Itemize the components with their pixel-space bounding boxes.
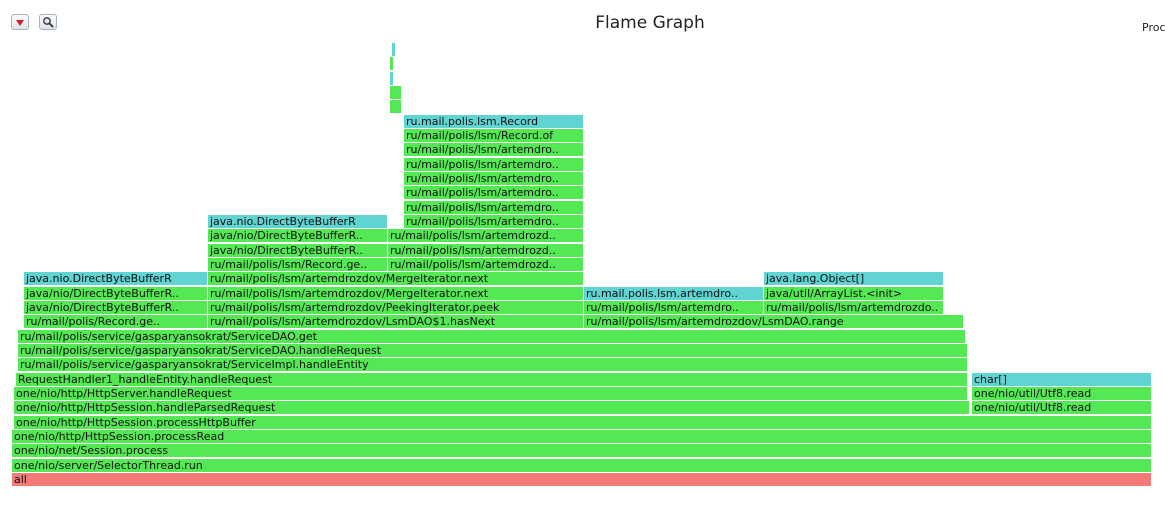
chart-title: Flame Graph (595, 13, 705, 33)
flame-frame[interactable]: one/nio/http/HttpServer.handleRequest (14, 387, 968, 401)
flame-frame[interactable]: java.nio.DirectByteBufferR (208, 215, 388, 229)
flame-frame[interactable]: RequestHandler1_handleEntity.handleReque… (16, 372, 968, 386)
flame-frame[interactable]: ru/mail/polis/lsm/artemdrozdov/MergeIter… (208, 286, 584, 300)
flame-frame[interactable] (392, 43, 396, 57)
flame-frame[interactable]: ru/mail/polis/lsm/artemdrozdo.. (764, 301, 944, 315)
flame-frame[interactable]: ru/mail/polis/lsm/Record.of (404, 129, 584, 143)
flame-frame[interactable]: ru/mail/polis/lsm/artemdrozdov/LsmDAO.ra… (584, 315, 964, 329)
flame-frame[interactable]: all (12, 473, 1152, 486)
flame-frame[interactable]: one/nio/http/HttpSession.processHttpBuff… (14, 415, 1152, 429)
flame-frame[interactable]: ru/mail/polis/lsm/artemdrozd.. (388, 258, 584, 272)
triangle-down-icon (16, 19, 24, 26)
flame-frame[interactable]: ru.mail.polis.lsm.Record (404, 114, 584, 128)
flame-frame[interactable]: ru/mail/polis/lsm/Record.ge.. (208, 258, 388, 272)
flame-frame[interactable]: ru/mail/polis/lsm/artemdrozdov/PeekingIt… (208, 301, 584, 315)
flame-frame[interactable]: java/nio/DirectByteBufferR.. (24, 301, 208, 315)
flame-frame[interactable] (390, 100, 402, 114)
flame-frame[interactable]: ru/mail/polis/Record.ge.. (24, 315, 208, 329)
flame-frame[interactable]: ru/mail/polis/lsm/artemdro.. (404, 186, 584, 200)
flame-frame[interactable]: char[] (972, 372, 1152, 386)
flame-frame[interactable]: ru/mail/polis/lsm/artemdro.. (404, 200, 584, 214)
flame-frame[interactable]: java/nio/DirectByteBufferR.. (208, 229, 388, 243)
flame-frame[interactable]: ru/mail/polis/lsm/artemdrozdov/MergeIter… (208, 272, 584, 286)
flame-frame[interactable]: ru/mail/polis/lsm/artemdro.. (404, 143, 584, 157)
flame-frame[interactable] (390, 86, 402, 100)
status-text: Proc (1142, 21, 1166, 34)
flame-frame[interactable]: ru/mail/polis/lsm/artemdro.. (404, 157, 584, 171)
flame-frame[interactable]: java.lang.Object[] (764, 272, 944, 286)
flame-frame[interactable]: ru/mail/polis/service/gasparyansokrat/Se… (18, 329, 966, 343)
flame-frame[interactable]: one/nio/util/Utf8.read (972, 387, 1152, 401)
flame-frame[interactable]: one/nio/server/SelectorThread.run (12, 458, 1152, 472)
flame-frame[interactable]: one/nio/util/Utf8.read (972, 401, 1152, 415)
flame-frame[interactable]: ru.mail.polis.lsm.artemdro.. (584, 286, 764, 300)
flame-frame[interactable] (390, 57, 394, 71)
flame-frame[interactable]: ru/mail/polis/service/gasparyansokrat/Se… (18, 358, 968, 372)
flame-frame[interactable]: ru/mail/polis/lsm/artemdrozd.. (388, 229, 584, 243)
flame-frame[interactable]: ru/mail/polis/service/gasparyansokrat/Se… (18, 344, 968, 358)
flame-frame[interactable]: java/nio/DirectByteBufferR.. (208, 243, 388, 257)
flame-frame[interactable]: java.nio.DirectByteBufferR (24, 272, 208, 286)
flame-frame[interactable]: ru/mail/polis/lsm/artemdrozdov/LsmDAO$1.… (208, 315, 584, 329)
flame-frame[interactable]: ru/mail/polis/lsm/artemdrozd.. (388, 243, 584, 257)
search-button[interactable] (39, 14, 57, 30)
flame-frame[interactable]: one/nio/net/Session.process (12, 444, 1152, 458)
flame-frame[interactable]: one/nio/http/HttpSession.processRead (12, 430, 1152, 443)
reverse-button[interactable] (11, 14, 29, 30)
flame-frame[interactable]: java/util/ArrayList.<init> (764, 286, 944, 300)
flame-frame[interactable]: ru/mail/polis/lsm/artemdro.. (584, 301, 764, 315)
flame-frame[interactable]: one/nio/http/HttpSession.handleParsedReq… (14, 401, 970, 415)
flame-frame[interactable]: ru/mail/polis/lsm/artemdro.. (404, 172, 584, 186)
flame-frame[interactable]: java/nio/DirectByteBufferR.. (24, 286, 208, 300)
flame-frame[interactable]: ru/mail/polis/lsm/artemdro.. (404, 215, 584, 229)
flame-frame[interactable] (390, 71, 394, 85)
search-icon (43, 17, 54, 28)
